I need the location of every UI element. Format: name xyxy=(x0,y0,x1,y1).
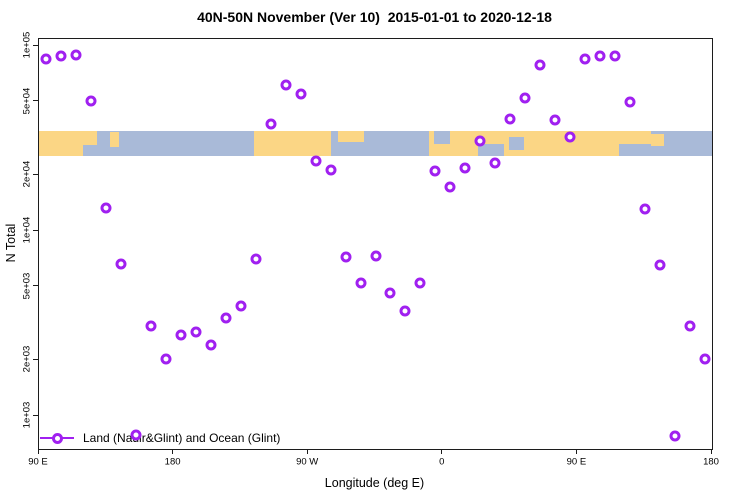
data-point xyxy=(160,353,172,365)
data-point xyxy=(310,155,322,167)
x-tick-label: 180 xyxy=(703,456,719,468)
land-segment xyxy=(651,133,664,146)
data-point xyxy=(549,114,561,126)
land-segment xyxy=(338,131,364,143)
y-tick xyxy=(33,285,38,287)
data-point xyxy=(624,96,636,108)
land-segment xyxy=(254,131,331,156)
y-tick xyxy=(33,44,38,46)
data-point xyxy=(205,339,217,351)
data-point xyxy=(355,277,367,289)
x-axis-title: Longitude (deg E) xyxy=(324,476,425,490)
y-tick-label: 2e+03 xyxy=(21,346,33,373)
y-tick-label: 1e+04 xyxy=(21,216,33,244)
y-tick xyxy=(33,173,38,175)
x-tick xyxy=(306,449,308,454)
x-tick-label: 90 W xyxy=(296,456,319,468)
x-tick xyxy=(710,449,712,454)
data-point xyxy=(265,118,277,130)
x-tick-label: 90 E xyxy=(566,456,587,468)
y-tick xyxy=(33,229,38,231)
y-tick-label: 2e+04 xyxy=(21,161,33,188)
ocean-patch xyxy=(477,143,504,156)
data-point xyxy=(399,305,411,317)
chart-title: 40N-50N November (Ver 10) 2015-01-01 to … xyxy=(197,9,552,25)
y-tick xyxy=(33,358,38,360)
data-point xyxy=(564,131,576,143)
x-tick xyxy=(172,449,174,454)
legend-circle-icon xyxy=(51,432,63,444)
data-point xyxy=(459,162,471,174)
data-point xyxy=(85,95,97,107)
x-tick xyxy=(37,449,39,454)
ocean-patch xyxy=(434,131,450,144)
data-point xyxy=(175,329,187,341)
data-point xyxy=(70,49,82,61)
y-tick-label: 1e+05 xyxy=(21,31,33,59)
data-point xyxy=(280,79,292,91)
data-point xyxy=(250,253,262,265)
legend: Land (Nadir&Glint) and Ocean (Glint) xyxy=(40,430,280,446)
data-point xyxy=(579,53,591,65)
x-tick xyxy=(575,449,577,454)
data-point xyxy=(145,320,157,332)
data-point xyxy=(444,181,456,193)
data-point xyxy=(534,59,546,71)
data-point xyxy=(40,53,52,65)
ocean-patch xyxy=(508,137,524,150)
data-point xyxy=(609,50,621,62)
data-point xyxy=(519,92,531,104)
data-point xyxy=(489,157,501,169)
data-point xyxy=(684,320,696,332)
data-point xyxy=(340,251,352,263)
data-point xyxy=(325,164,337,176)
data-point xyxy=(220,312,232,324)
x-tick-label: 180 xyxy=(164,456,181,468)
plot-area: Land (Nadir&Glint) and Ocean (Glint) xyxy=(38,38,713,450)
map-strip xyxy=(39,131,712,156)
y-axis-title: N Total xyxy=(4,223,18,263)
data-point xyxy=(504,113,516,125)
y-tick-label: 5e+03 xyxy=(21,272,33,300)
data-point xyxy=(699,353,711,365)
legend-label: Land (Nadir&Glint) and Ocean (Glint) xyxy=(83,431,281,445)
land-segment xyxy=(429,131,652,156)
data-point xyxy=(190,326,202,338)
x-tick-label: 90 E xyxy=(28,456,48,468)
ocean-patch xyxy=(83,144,97,156)
data-point xyxy=(639,203,651,215)
x-tick xyxy=(441,449,443,454)
ocean-patch xyxy=(618,143,652,156)
data-point xyxy=(414,277,426,289)
data-point xyxy=(594,50,606,62)
data-point xyxy=(384,287,396,299)
data-point xyxy=(130,429,142,441)
y-tick-label: 5e+04 xyxy=(21,87,33,115)
data-point xyxy=(429,165,441,177)
data-point xyxy=(100,202,112,214)
legend-marker xyxy=(40,432,74,444)
land-segment xyxy=(110,132,120,148)
data-point xyxy=(654,259,666,271)
data-point xyxy=(235,300,247,312)
data-point xyxy=(370,250,381,262)
data-point xyxy=(474,135,486,147)
y-tick-label: 1e+03 xyxy=(21,401,33,429)
data-point xyxy=(115,258,127,270)
data-point xyxy=(295,88,307,100)
y-tick xyxy=(33,100,38,102)
x-tick-label: 0 xyxy=(439,456,445,468)
data-point xyxy=(669,430,681,442)
data-point xyxy=(55,50,67,62)
y-tick xyxy=(33,414,38,416)
